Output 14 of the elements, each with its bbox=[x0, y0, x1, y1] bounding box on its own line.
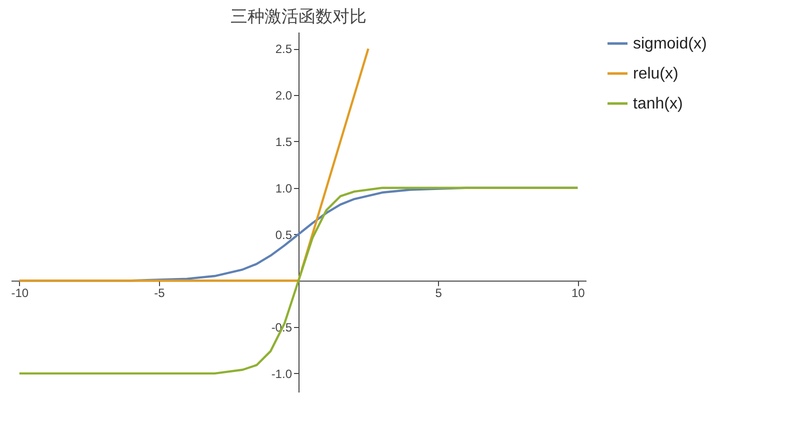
x-tick-label: -10 bbox=[11, 286, 29, 300]
legend-label: tanh(x) bbox=[633, 96, 683, 112]
y-tick-label: 0.5 bbox=[275, 228, 292, 242]
y-tick-label: 1.5 bbox=[275, 134, 292, 149]
x-tick-label: 5 bbox=[435, 286, 442, 300]
y-tick-label: 2.5 bbox=[275, 42, 292, 56]
y-tick-label: 2.0 bbox=[275, 88, 292, 103]
legend-label: sigmoid(x) bbox=[633, 36, 707, 52]
chart-title: 三种激活函数对比 bbox=[230, 7, 366, 26]
x-tick-label: -5 bbox=[154, 286, 166, 300]
x-tick-label: 10 bbox=[571, 286, 586, 300]
legend-label: relu(x) bbox=[633, 66, 678, 82]
y-tick-label: -1.0 bbox=[271, 366, 292, 381]
y-tick-label: 1.0 bbox=[275, 181, 292, 196]
